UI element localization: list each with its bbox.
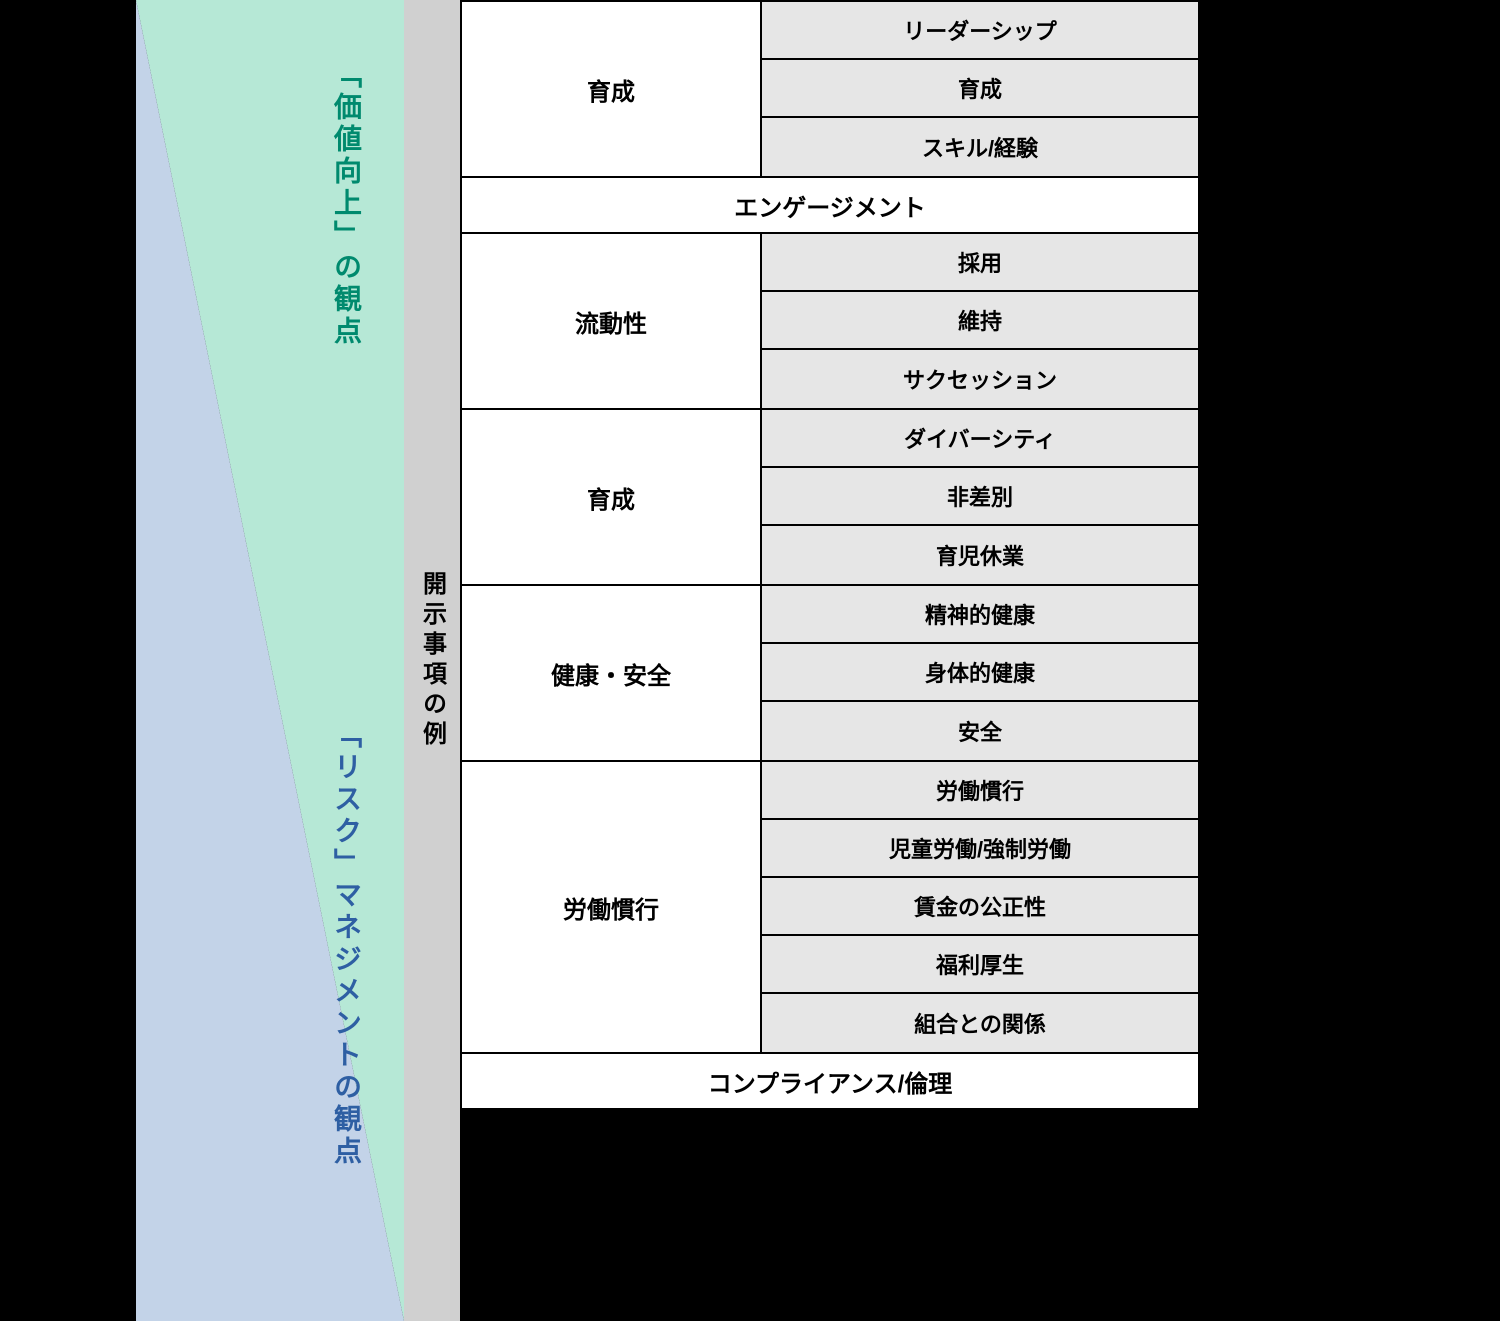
group-development-1: 育成 リーダーシップ 育成 スキル/経験 <box>460 0 1200 178</box>
group-items: 精神的健康 身体的健康 安全 <box>762 586 1198 760</box>
item-leadership: リーダーシップ <box>762 2 1198 60</box>
group-items: リーダーシップ 育成 スキル/経験 <box>762 2 1198 176</box>
group-label: 育成 <box>462 2 762 176</box>
group-items: ダイバーシティ 非差別 育児休業 <box>762 410 1198 584</box>
item-retention: 維持 <box>762 292 1198 350</box>
disclosure-examples-label: 開示事項の例 <box>415 571 450 751</box>
item-child-forced-labor: 児童労働/強制労働 <box>762 820 1198 878</box>
item-skill-experience: スキル/経験 <box>762 118 1198 176</box>
risk-management-label: 「リスク」マネジメントの観点 <box>326 720 366 1168</box>
item-non-discrimination: 非差別 <box>762 468 1198 526</box>
item-safety: 安全 <box>762 702 1198 760</box>
group-label: 労働慣行 <box>462 762 762 1052</box>
row-compliance-ethics: コンプライアンス/倫理 <box>460 1054 1200 1110</box>
group-items: 労働慣行 児童労働/強制労働 賃金の公正性 福利厚生 組合との関係 <box>762 762 1198 1052</box>
disclosure-examples-bar: 開示事項の例 <box>404 0 460 1321</box>
disclosure-table: 育成 リーダーシップ 育成 スキル/経験 エンゲージメント 流動性 採用 維持 … <box>460 0 1200 1321</box>
item-diversity: ダイバーシティ <box>762 410 1198 468</box>
group-items: 採用 維持 サクセッション <box>762 234 1198 408</box>
group-health-safety: 健康・安全 精神的健康 身体的健康 安全 <box>460 586 1200 762</box>
value-improvement-label: 「価値向上」の観点 <box>326 60 366 348</box>
item-succession: サクセッション <box>762 350 1198 408</box>
item-mental-health: 精神的健康 <box>762 586 1198 644</box>
row-engagement: エンゲージメント <box>460 178 1200 234</box>
item-recruitment: 採用 <box>762 234 1198 292</box>
item-development: 育成 <box>762 60 1198 118</box>
item-wage-fairness: 賃金の公正性 <box>762 878 1198 936</box>
item-parental-leave: 育児休業 <box>762 526 1198 584</box>
group-label: 育成 <box>462 410 762 584</box>
item-union-relations: 組合との関係 <box>762 994 1198 1052</box>
item-physical-health: 身体的健康 <box>762 644 1198 702</box>
group-label: 健康・安全 <box>462 586 762 760</box>
group-label: 流動性 <box>462 234 762 408</box>
group-mobility: 流動性 採用 維持 サクセッション <box>460 234 1200 410</box>
left-perspective-panel: 「価値向上」の観点 「リスク」マネジメントの観点 <box>136 0 404 1321</box>
item-labor-practices: 労働慣行 <box>762 762 1198 820</box>
group-labor-practices: 労働慣行 労働慣行 児童労働/強制労働 賃金の公正性 福利厚生 組合との関係 <box>460 762 1200 1054</box>
item-benefits: 福利厚生 <box>762 936 1198 994</box>
group-development-2: 育成 ダイバーシティ 非差別 育児休業 <box>460 410 1200 586</box>
